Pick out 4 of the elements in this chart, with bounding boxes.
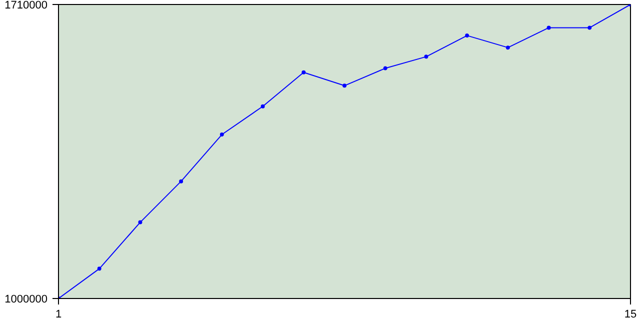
y-tick-label: 1000000 [4,294,48,306]
x-tick-label: 1 [55,308,62,320]
x-tick-label: 15 [624,308,637,320]
y-tick-label: 1710000 [4,0,48,12]
